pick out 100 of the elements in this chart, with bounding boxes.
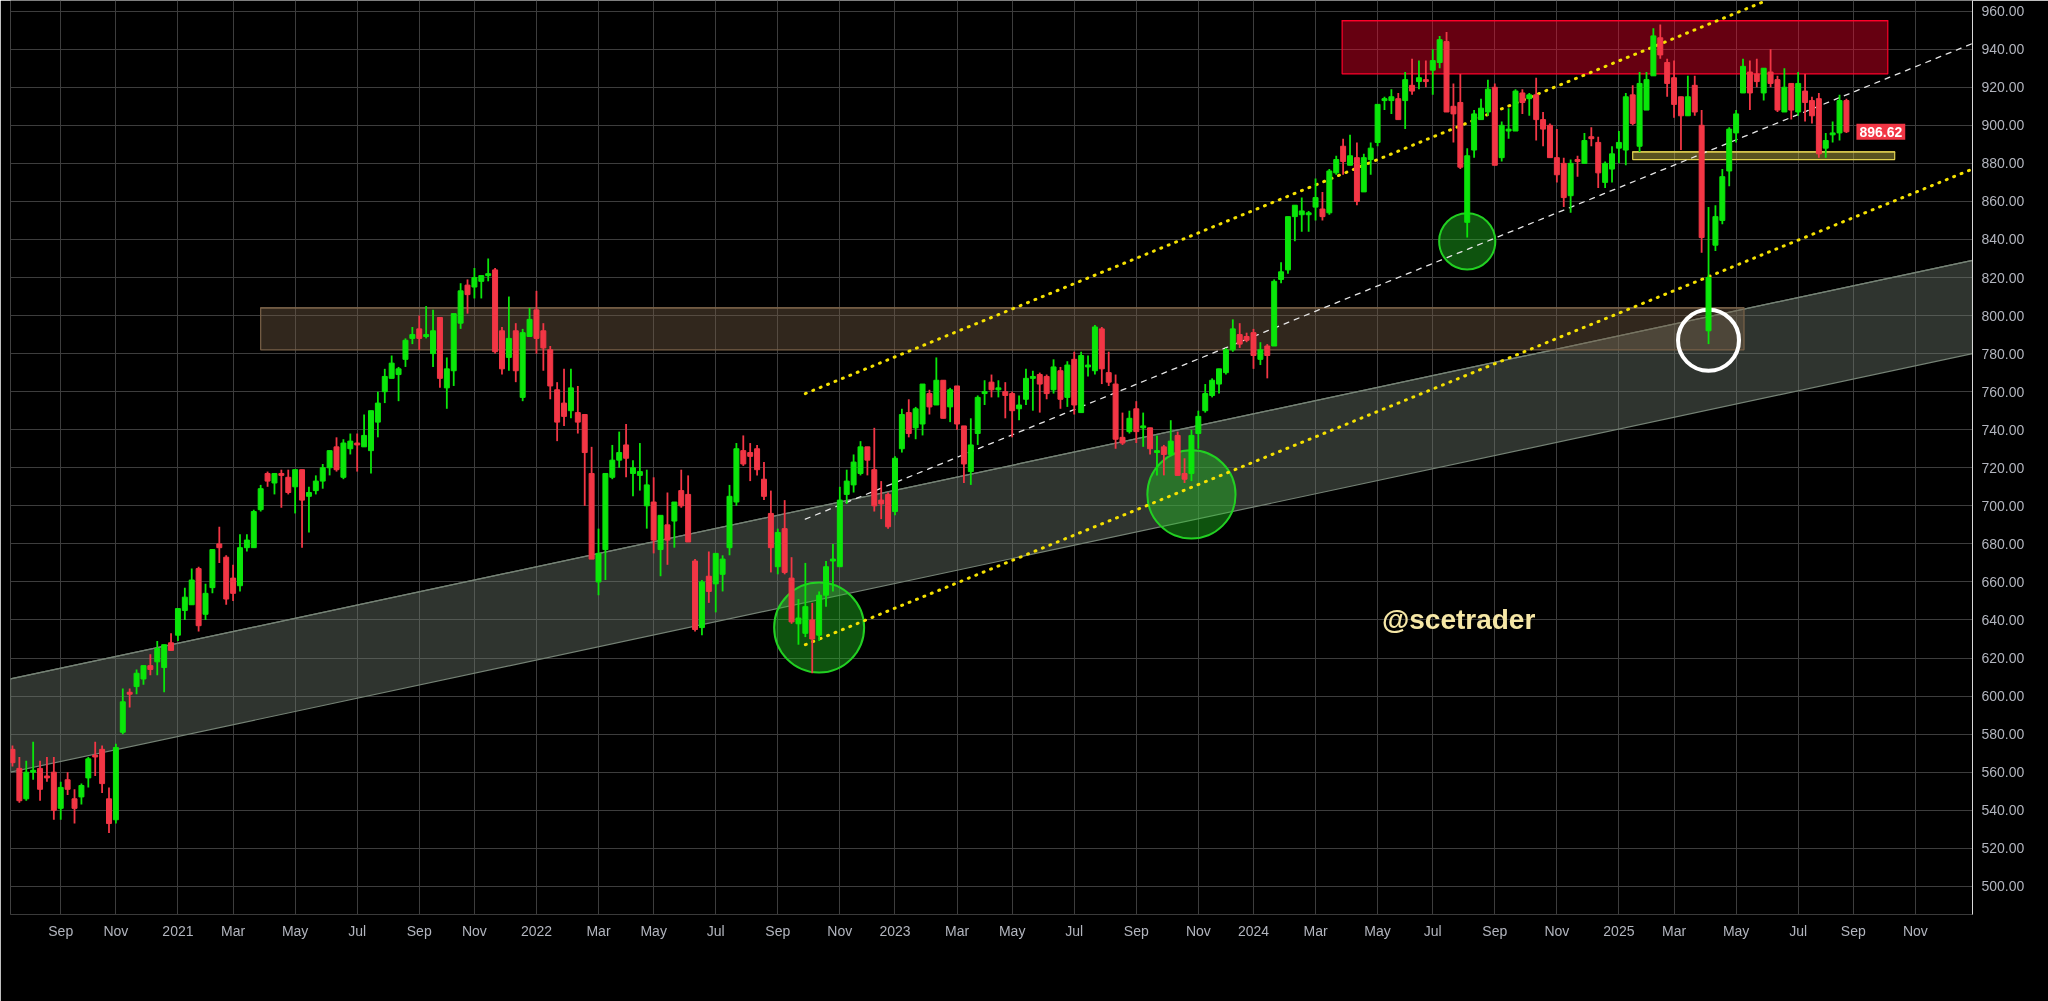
candlestick	[1105, 350, 1112, 387]
candlestick	[671, 501, 678, 549]
candlestick	[705, 550, 712, 604]
candlestick	[278, 468, 285, 509]
x-tick-label: May	[281, 922, 309, 939]
x-tick-label: Nov	[1544, 922, 1570, 939]
x-tick-label: Sep	[1840, 922, 1866, 939]
y-tick-label: 840.00	[1981, 231, 2025, 248]
candlestick	[1657, 23, 1664, 60]
candlestick	[271, 472, 278, 496]
y-tick-label: 600.00	[1981, 688, 2025, 705]
candlestick	[1526, 92, 1533, 117]
candlestick	[1126, 409, 1133, 435]
candlestick	[1588, 126, 1595, 148]
candlestick	[57, 780, 64, 821]
x-tick-label: Sep	[1482, 922, 1508, 939]
candlestick	[623, 423, 630, 479]
candlestick	[1347, 133, 1353, 167]
x-tick-label: Nov	[103, 922, 129, 939]
y-tick-label: 780.00	[1981, 345, 2025, 362]
x-tick-label: 2024	[1237, 922, 1270, 939]
candlestick	[1153, 434, 1160, 477]
candlestick	[1574, 154, 1581, 178]
y-tick-label: 880.00	[1981, 155, 2025, 172]
y-tick-label: 680.00	[1981, 535, 2025, 552]
candlestick	[78, 782, 85, 806]
y-tick-label: 520.00	[1981, 840, 2025, 857]
candlestick	[1147, 426, 1154, 456]
candlestick	[416, 314, 423, 351]
y-tick-label: 820.00	[1981, 269, 2025, 286]
candlestick	[1402, 71, 1409, 131]
candlestick	[1140, 411, 1147, 448]
candlestick	[126, 687, 133, 709]
x-tick-label: 2023	[879, 922, 911, 939]
x-tick-label: Jul	[1789, 922, 1808, 939]
x-tick-label: May	[640, 922, 667, 939]
x-tick-label: Sep	[48, 922, 74, 939]
annotation: @scetrader	[1381, 603, 1536, 635]
y-tick-label: 900.00	[1981, 117, 2025, 134]
y-tick-label: 540.00	[1981, 802, 2025, 819]
candlestick	[147, 653, 154, 677]
x-tick-label: Sep	[1123, 922, 1149, 939]
candlestick	[1684, 74, 1691, 117]
y-tick-label: 660.00	[1981, 573, 2025, 590]
y-tick-label: 560.00	[1981, 764, 2025, 781]
y-tick-label: 860.00	[1981, 193, 2025, 210]
candlestick	[1822, 132, 1829, 159]
candlestick	[71, 788, 78, 825]
candlestick	[305, 485, 312, 534]
x-tick-label: Nov	[1185, 922, 1211, 939]
candlestick	[988, 373, 995, 399]
candlestick	[1264, 343, 1271, 380]
candlestick	[402, 337, 409, 368]
y-tick-label: 760.00	[1981, 383, 2025, 400]
y-tick-label: 720.00	[1981, 459, 2025, 476]
candlestick	[981, 379, 988, 406]
candlestick	[10, 744, 16, 768]
candlestick	[1581, 132, 1588, 165]
candlestick	[1519, 88, 1526, 115]
candlestick	[761, 461, 767, 502]
x-tick-label: Mar	[586, 922, 611, 939]
x-tick-label: Nov	[461, 922, 487, 939]
y-tick-label: 640.00	[1981, 611, 2025, 628]
x-tick-label: Jul	[706, 922, 725, 939]
candlestick	[464, 278, 471, 315]
x-tick-label: 2025	[1603, 922, 1635, 939]
x-tick-label: Mar	[1303, 922, 1328, 939]
candlestick	[1319, 191, 1326, 222]
x-tick-label: Nov	[1902, 922, 1928, 939]
candlestick	[1050, 358, 1057, 395]
candlestick	[64, 771, 71, 796]
candlestick	[505, 295, 512, 372]
x-tick-label: Nov	[827, 922, 853, 939]
x-tick-label: Jul	[1065, 922, 1084, 939]
candlestick	[1257, 341, 1264, 366]
y-tick-label: 500.00	[1981, 878, 2025, 895]
candlestick	[1340, 137, 1347, 176]
candlestick	[1278, 261, 1285, 285]
y-tick-label: 940.00	[1981, 41, 2025, 58]
candlestick	[257, 484, 264, 513]
x-tick-label: Mar	[1662, 922, 1687, 939]
x-tick-label: Mar	[944, 922, 970, 939]
candlestick	[664, 491, 671, 566]
x-tick-label: Sep	[765, 922, 791, 939]
candlestick	[643, 468, 650, 530]
candlestick	[864, 445, 871, 477]
candlestick	[1133, 400, 1140, 444]
x-tick-label: May	[1722, 922, 1750, 939]
x-tick-label: Mar	[221, 922, 246, 939]
candlestick	[354, 432, 361, 473]
candlestick	[567, 367, 574, 420]
candlestick	[85, 756, 92, 789]
candlestick	[1195, 409, 1202, 450]
x-tick-label: 2022	[520, 922, 553, 939]
candlestick	[947, 386, 954, 424]
annotation: 896.62	[1859, 123, 1903, 140]
y-tick-label: 800.00	[1981, 307, 2025, 324]
candlestick	[202, 582, 209, 621]
x-tick-label: Jul	[1423, 922, 1442, 939]
candlestick	[285, 468, 292, 496]
